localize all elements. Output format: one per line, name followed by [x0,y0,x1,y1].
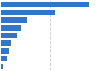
Bar [1,33,17,38]
Bar [1,40,12,46]
Bar [1,10,55,15]
Bar [1,64,3,69]
Bar [1,48,9,54]
Bar [1,2,89,7]
Bar [1,25,21,31]
Bar [1,17,27,23]
Bar [1,56,7,61]
